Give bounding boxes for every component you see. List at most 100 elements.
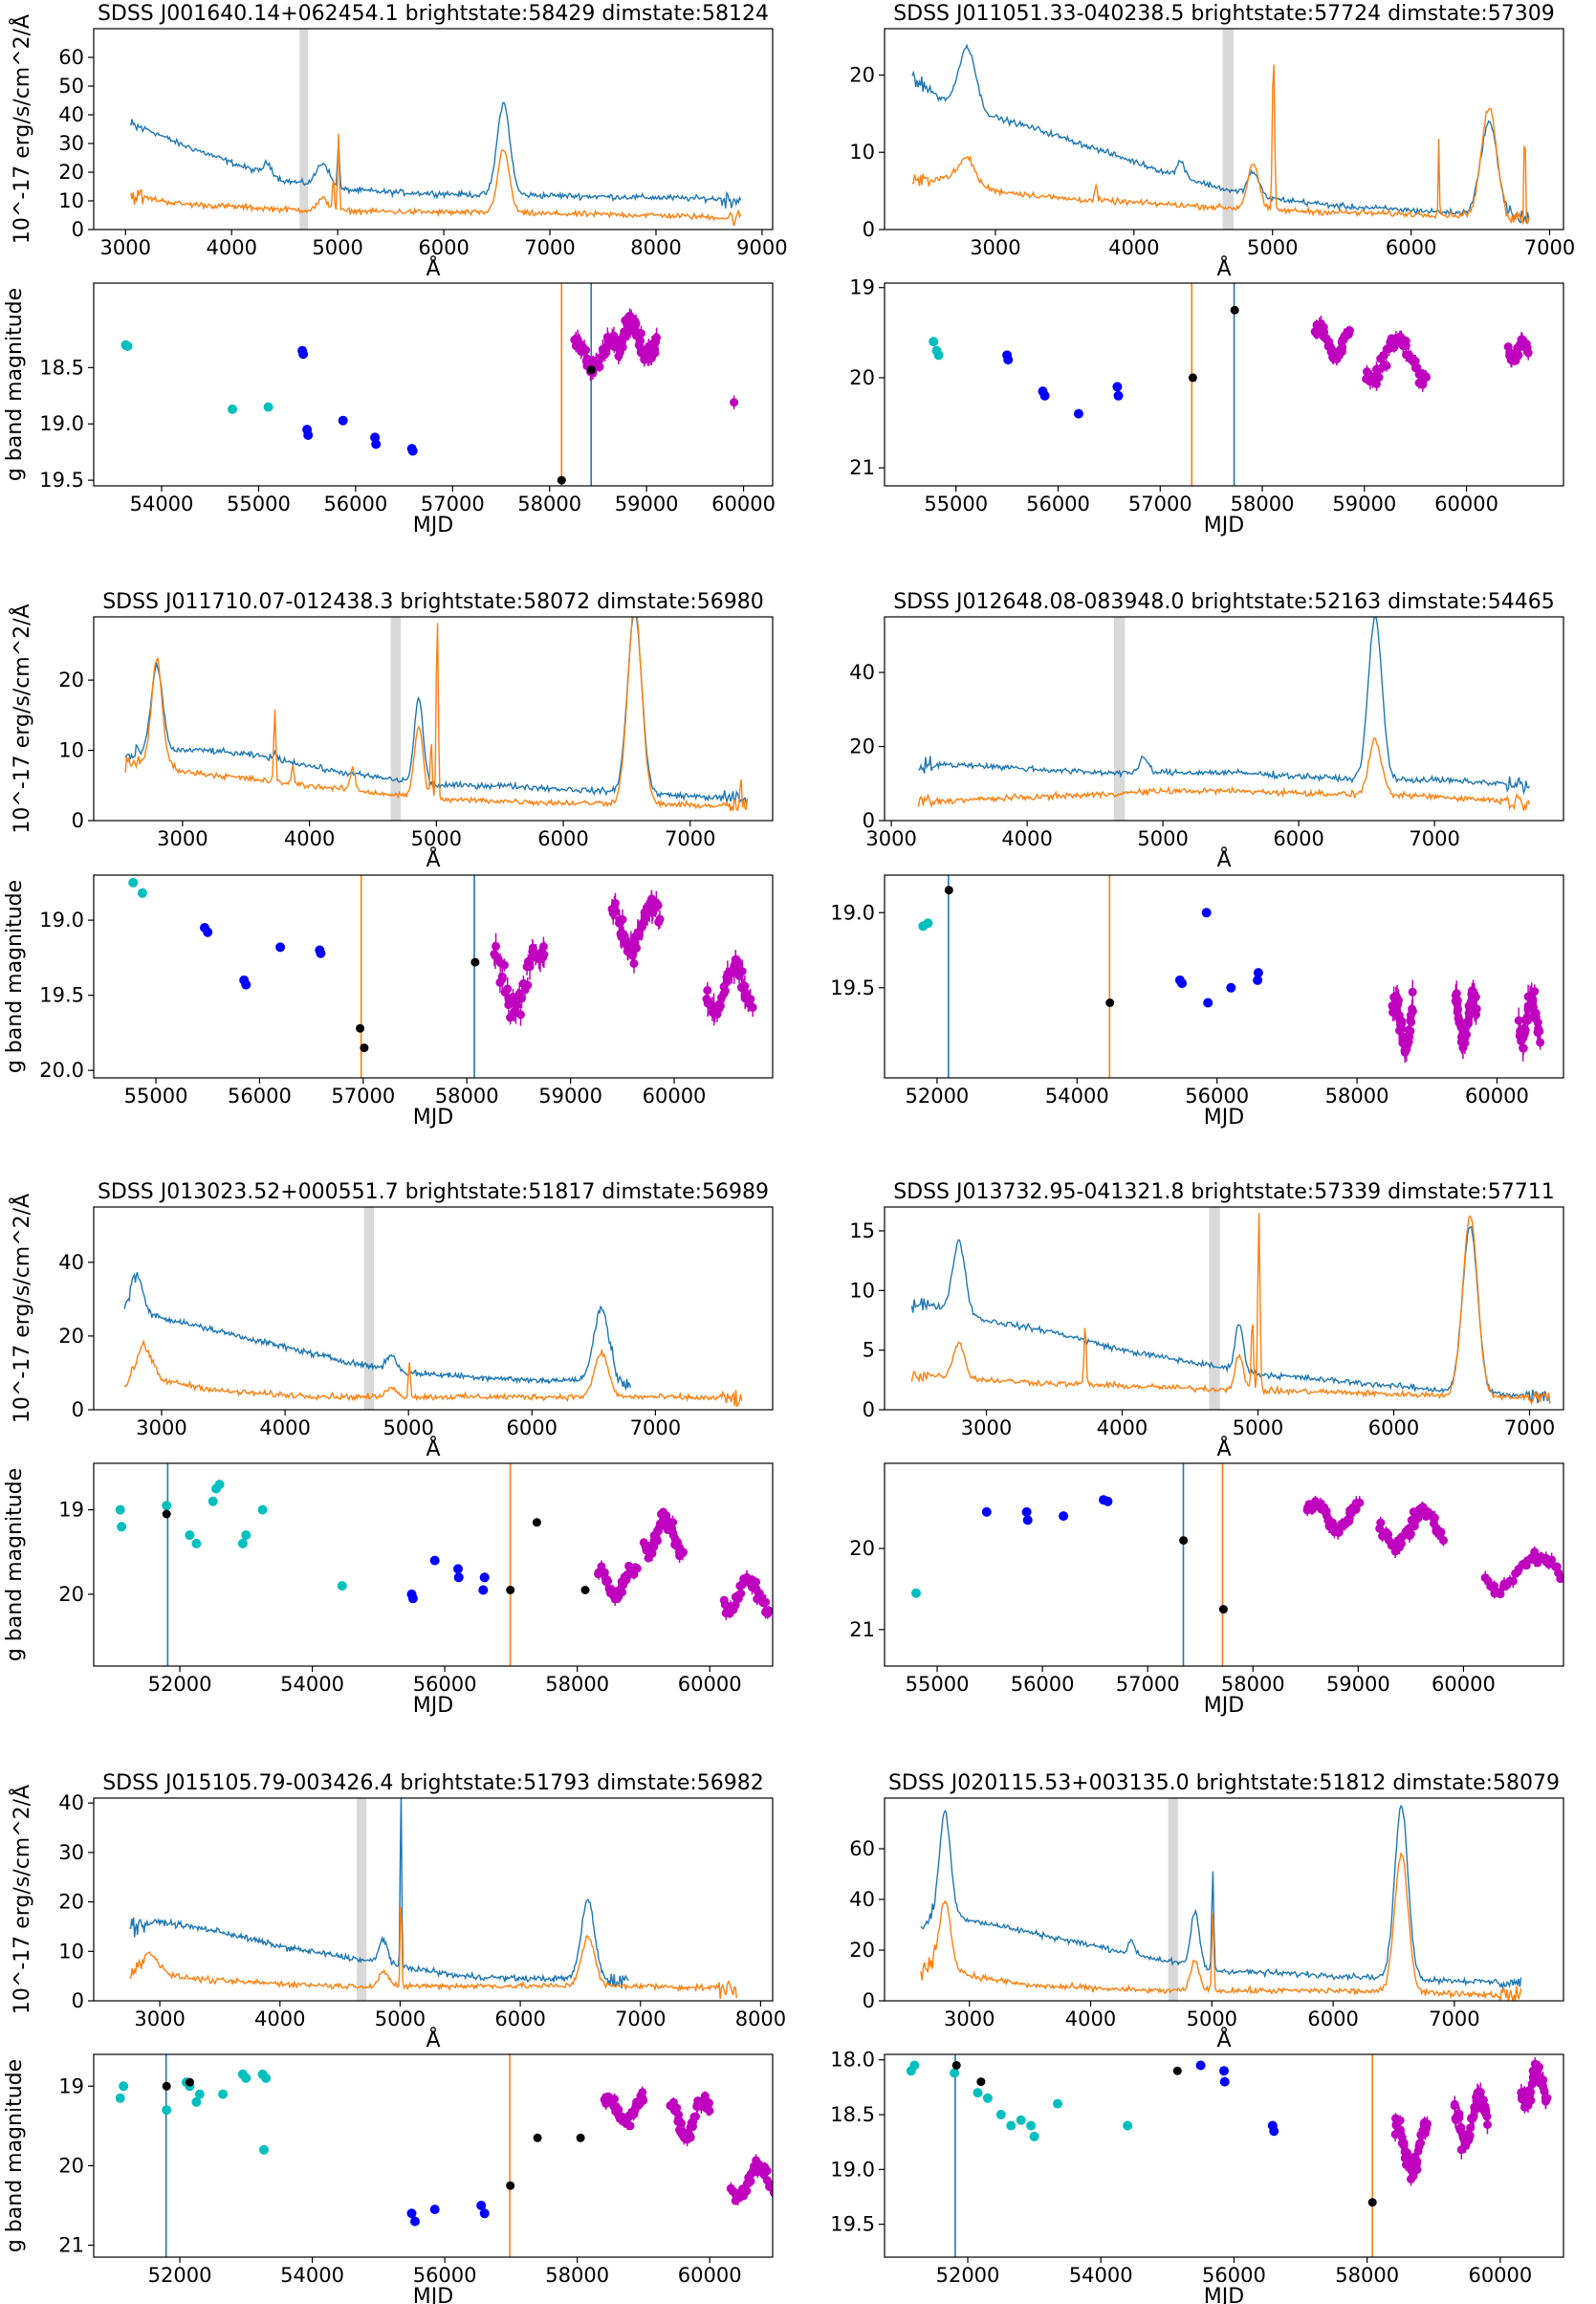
spectral-window-band	[1209, 1207, 1220, 1410]
lc-xlabel: MJD	[413, 514, 453, 538]
panstarrs-point	[1195, 2060, 1206, 2071]
ztf-point	[632, 943, 641, 953]
lc-ytick-label: 21	[849, 1618, 875, 1641]
spec-ytick-label: 60	[849, 1837, 875, 1860]
panstarrs-point	[338, 415, 348, 426]
lc-xtick-label: 52000	[148, 2264, 212, 2287]
lc-xtick-label: 54000	[130, 493, 194, 516]
panel-title: SDSS J013023.52+000551.7 brightstate:518…	[98, 1180, 769, 1204]
spectrum-chart: 3000 4000 5000 6000 7000 0 20 40 Å	[58, 1206, 774, 1461]
ztf-point	[650, 348, 660, 358]
lightcurve-chart: 55000 56000 57000 58000 59000 60000 20 21 MJD	[849, 1462, 1580, 1718]
lc-xtick-label: 60000	[1465, 1085, 1529, 1108]
spec-ytick-label: 40	[849, 1888, 875, 1911]
lc-xtick-label: 58000	[1335, 2264, 1399, 2287]
sdss-point	[214, 1480, 225, 1490]
spectrum-epoch-point	[356, 1023, 365, 1033]
ztf-point	[653, 901, 663, 911]
spectrum-chart: 3000 4000 5000 6000 7000 8000 0 10 20 30 40 Å	[58, 1791, 786, 2052]
ztf-point	[1418, 380, 1428, 389]
panstarrs-point	[303, 430, 314, 440]
sdss-point	[128, 877, 139, 888]
spectrum-epoch-point	[1230, 305, 1239, 315]
lc-xtick-label: 52000	[936, 2264, 1000, 2287]
lightcurve-axes-frame	[884, 874, 1564, 1079]
spec-xtick-label: 3000	[970, 236, 1020, 259]
panstarrs-point	[298, 349, 309, 360]
spectrum-ylabel: 10^-17 erg/s/cm^2/Å	[9, 1194, 34, 1423]
ztf-point	[1472, 1010, 1480, 1020]
ztf-point	[525, 962, 535, 972]
spec-ytick-label: 0	[72, 809, 84, 832]
ztf-point	[1406, 1529, 1415, 1539]
spectrum-ylabel: 10^-17 erg/s/cm^2/Å	[9, 14, 34, 244]
ztf-point	[653, 1536, 662, 1546]
spectrum-epoch-point	[576, 2133, 585, 2142]
lc-xtick-label: 58000	[517, 493, 581, 516]
sdss-point	[982, 2093, 993, 2103]
spec-xlabel: Å	[1216, 1436, 1231, 1461]
ztf-point	[636, 329, 645, 339]
spectrum-axes-frame	[93, 1206, 774, 1411]
lightcurve-axes-frame	[884, 1462, 1564, 1667]
spectrum-epoch-point	[944, 886, 953, 895]
ztf-point	[1374, 373, 1384, 382]
ztf-point	[517, 994, 526, 1003]
panstarrs-point	[453, 1572, 464, 1583]
spec-xtick-label: 4000	[254, 2008, 305, 2030]
spectral-window-band	[1168, 1798, 1178, 2001]
sdss-point	[1123, 2120, 1133, 2131]
ztf-point	[1401, 337, 1410, 345]
spectral-window-band	[1222, 29, 1235, 230]
lc-ytick-label: 20	[58, 2154, 84, 2177]
lc-xlabel: MJD	[1204, 2285, 1244, 2304]
ztf-point	[1539, 2075, 1548, 2085]
spectrum-chart: 3000 4000 5000 6000 7000 0 10 20 Å	[58, 616, 774, 872]
spec-xtick-label: 5000	[1137, 827, 1188, 850]
panel-title: SDSS J001640.14+062454.1 brightstate:584…	[98, 2, 769, 26]
panel-title: SDSS J020115.53+003135.0 brightstate:518…	[888, 1771, 1560, 1795]
spec-xtick-label: 6000	[1273, 827, 1323, 850]
spectral-window-band	[390, 617, 402, 821]
spec-ytick-label: 10	[849, 1279, 875, 1302]
sdss-point	[191, 1538, 202, 1548]
lc-ytick-label: 19.0	[39, 909, 84, 932]
spec-ytick-label: 10	[58, 739, 84, 762]
sdss-point	[208, 1496, 218, 1506]
ztf-point	[1571, 1580, 1580, 1589]
lc-ytick-label: 19	[58, 1499, 84, 1522]
sdss-point	[237, 1538, 248, 1548]
ztf-point	[1536, 1038, 1545, 1047]
ztf-point	[639, 2096, 648, 2105]
ztf-point	[492, 941, 500, 951]
panstarrs-point	[407, 1593, 418, 1604]
lc-xtick-label: 59000	[1326, 1673, 1390, 1696]
lc-xtick-label: 59000	[538, 1085, 602, 1108]
lc-xtick-label: 60000	[643, 1085, 707, 1108]
spectrum-dim-line	[124, 617, 749, 812]
spec-xlabel: Å	[426, 846, 440, 872]
ztf-point	[1535, 2062, 1543, 2072]
spectrum-epoch-point	[360, 1043, 369, 1053]
spectrum-dim-line	[910, 1213, 1551, 1406]
lightcurve-axes-frame	[93, 2053, 774, 2258]
sdss-point	[1016, 2115, 1026, 2125]
spectrum-dim-line	[917, 736, 1531, 811]
lc-xtick-label: 58000	[545, 2264, 609, 2287]
spectrum-epoch-point	[506, 2181, 515, 2190]
spectrum-bright-line	[911, 43, 1530, 224]
lightcurve-axes-frame	[93, 874, 774, 1079]
spec-xtick-label: 6000	[418, 236, 469, 259]
ztf-point	[603, 1576, 613, 1586]
ztf-point	[625, 2121, 635, 2131]
panstarrs-point	[1219, 2066, 1229, 2076]
sdss-point	[162, 1501, 172, 1511]
spec-xtick-label: 4000	[1108, 236, 1159, 259]
ztf-point	[1496, 1590, 1505, 1599]
lc-ytick-label: 19.5	[830, 976, 875, 999]
spectral-window-band	[363, 1207, 375, 1410]
ztf-point	[581, 345, 591, 355]
spec-ytick-label: 0	[863, 218, 875, 241]
ztf-point	[1462, 1030, 1471, 1040]
spec-ytick-label: 0	[72, 1398, 84, 1421]
